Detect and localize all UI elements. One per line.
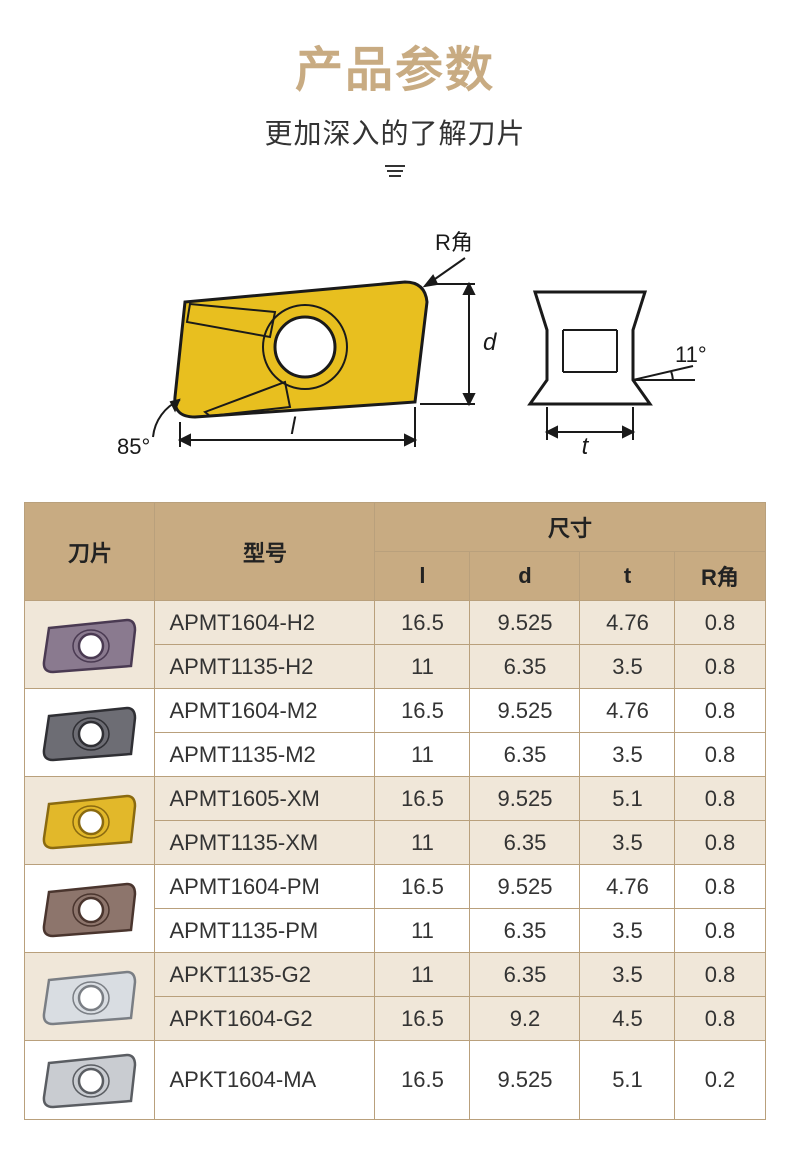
blade-image-cell: [25, 953, 155, 1041]
spec-table: 刀片 型号 尺寸 l d t R角 APMT1604-H216.59.5254.…: [24, 502, 765, 1120]
cell-l: 16.5: [375, 601, 470, 645]
cell-d: 9.525: [470, 777, 580, 821]
th-d: d: [470, 552, 580, 601]
cell-r: 0.8: [675, 689, 765, 733]
blade-image-cell: [25, 1041, 155, 1120]
diagram-label-l: l: [290, 413, 296, 440]
cell-t: 4.76: [580, 601, 675, 645]
th-r: R角: [675, 552, 765, 601]
cell-model: APMT1135-XM: [155, 821, 375, 865]
cell-l: 11: [375, 909, 470, 953]
cell-d: 9.525: [470, 689, 580, 733]
cell-l: 16.5: [375, 1041, 470, 1120]
cell-l: 16.5: [375, 865, 470, 909]
th-blade: 刀片: [25, 503, 155, 601]
cell-t: 3.5: [580, 953, 675, 997]
cell-l: 16.5: [375, 689, 470, 733]
table-row: APMT1604-H216.59.5254.760.8: [25, 601, 765, 645]
cell-d: 9.525: [470, 601, 580, 645]
th-dims: 尺寸: [375, 503, 765, 552]
diagram-label-r: R角: [435, 230, 473, 255]
cell-l: 11: [375, 953, 470, 997]
cell-d: 9.525: [470, 1041, 580, 1120]
header: 产品参数 更加深入的了解刀片: [0, 0, 790, 192]
cell-r: 0.8: [675, 953, 765, 997]
cell-l: 11: [375, 733, 470, 777]
cell-model: APMT1135-H2: [155, 645, 375, 689]
cell-t: 5.1: [580, 1041, 675, 1120]
cell-d: 6.35: [470, 953, 580, 997]
cell-d: 9.2: [470, 997, 580, 1041]
table-row: APKT1135-G2116.353.50.8: [25, 953, 765, 997]
blade-image-cell: [25, 777, 155, 865]
diagram-label-85: 85°: [117, 434, 150, 459]
cell-r: 0.8: [675, 909, 765, 953]
table-row: APMT1605-XM16.59.5255.10.8: [25, 777, 765, 821]
page-title: 产品参数: [0, 30, 790, 100]
cell-d: 6.35: [470, 821, 580, 865]
cell-l: 11: [375, 821, 470, 865]
insert-icon: [35, 962, 145, 1032]
table-row: APKT1604-MA16.59.5255.10.2: [25, 1041, 765, 1120]
table-row: APMT1604-M216.59.5254.760.8: [25, 689, 765, 733]
dimension-diagram: R角 l 85° d t: [75, 222, 715, 462]
cell-l: 11: [375, 645, 470, 689]
cell-model: APMT1605-XM: [155, 777, 375, 821]
th-model: 型号: [155, 503, 375, 601]
cell-r: 0.8: [675, 733, 765, 777]
cell-model: APMT1604-M2: [155, 689, 375, 733]
blade-image-cell: [25, 601, 155, 689]
cell-r: 0.8: [675, 865, 765, 909]
cell-t: 3.5: [580, 733, 675, 777]
cell-l: 16.5: [375, 777, 470, 821]
cell-r: 0.8: [675, 601, 765, 645]
cell-model: APKT1604-MA: [155, 1041, 375, 1120]
cell-r: 0.2: [675, 1041, 765, 1120]
insert-icon: [35, 698, 145, 768]
page-subtitle: 更加深入的了解刀片: [0, 112, 790, 152]
th-l: l: [375, 552, 470, 601]
diagram-label-11: 11°: [675, 342, 707, 367]
diagram-label-t: t: [582, 433, 590, 460]
cell-d: 9.525: [470, 865, 580, 909]
cell-r: 0.8: [675, 777, 765, 821]
cell-d: 6.35: [470, 645, 580, 689]
cell-r: 0.8: [675, 997, 765, 1041]
blade-image-cell: [25, 689, 155, 777]
cell-model: APMT1135-PM: [155, 909, 375, 953]
cell-model: APMT1604-H2: [155, 601, 375, 645]
cell-t: 3.5: [580, 645, 675, 689]
cell-d: 6.35: [470, 733, 580, 777]
blade-image-cell: [25, 865, 155, 953]
cell-r: 0.8: [675, 821, 765, 865]
insert-icon: [35, 874, 145, 944]
insert-icon: [35, 610, 145, 680]
cell-t: 4.76: [580, 689, 675, 733]
cell-t: 3.5: [580, 821, 675, 865]
header-divider-icon: [387, 170, 403, 172]
cell-t: 3.5: [580, 909, 675, 953]
cell-model: APMT1135-M2: [155, 733, 375, 777]
insert-icon: [35, 786, 145, 856]
insert-icon: [35, 1045, 145, 1115]
cell-model: APKT1135-G2: [155, 953, 375, 997]
cell-r: 0.8: [675, 645, 765, 689]
cell-l: 16.5: [375, 997, 470, 1041]
cell-t: 5.1: [580, 777, 675, 821]
cell-d: 6.35: [470, 909, 580, 953]
cell-t: 4.76: [580, 865, 675, 909]
table-row: APMT1604-PM16.59.5254.760.8: [25, 865, 765, 909]
th-t: t: [580, 552, 675, 601]
cell-model: APMT1604-PM: [155, 865, 375, 909]
cell-t: 4.5: [580, 997, 675, 1041]
diagram-label-d: d: [483, 329, 497, 356]
cell-model: APKT1604-G2: [155, 997, 375, 1041]
